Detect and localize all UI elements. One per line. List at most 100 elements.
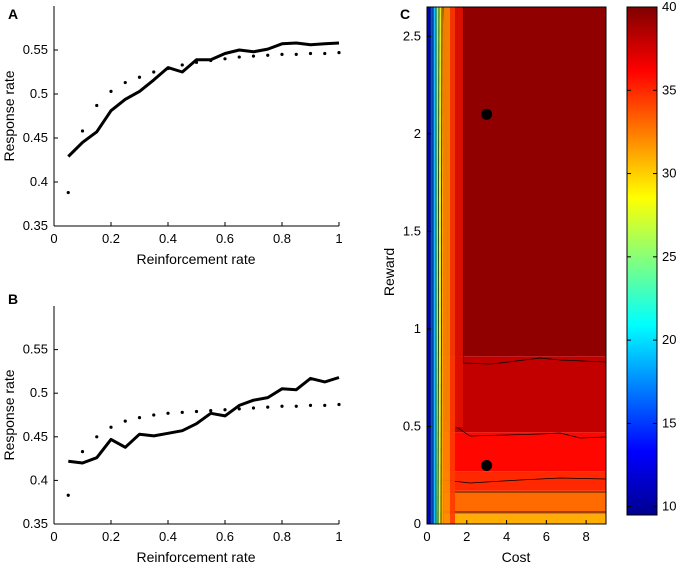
x-tick-label-b-2: 0.4 [159,529,177,544]
point-a-data-3 [109,89,113,93]
point-b-data-15 [280,404,284,408]
chart-a: 0 0.2 0.4 0.6 0.8 1 0.35 0.4 0.45 0.5 0.55 Reinfor… [1,6,343,267]
colorbar-tick-label-6: 40 [662,0,676,14]
x-tick-label-b-3: 0.6 [216,529,234,544]
plot-area-b [54,306,339,524]
point-b-data-4 [123,419,127,423]
point-b-data-13 [251,406,256,410]
point-a-data-10 [209,58,213,63]
heatmap-top-bands [444,7,463,524]
point-b-data-12 [237,407,241,411]
point-a-data-7 [166,66,170,71]
colorbar-tick-label-0: 10 [662,499,676,514]
point-a-data-17 [308,51,313,56]
colorbar-tick-label-3: 25 [662,249,676,264]
point-a-data-1 [80,129,85,133]
x-tick-label-a-0: 0 [50,231,57,246]
highlight-point-0 [481,108,493,120]
y-tick-label-a-1: 0.4 [30,174,48,189]
colorbar-tick-label-1: 15 [662,415,676,430]
top-band-1 [444,7,450,524]
point-b-data-7 [166,411,170,415]
contour-9 [437,7,440,524]
heatmap-region-2 [427,471,606,491]
colorbar-tick-label-4: 30 [662,166,676,181]
y-tick-label-a-2: 0.45 [23,130,48,145]
y-tick-label-c-2: 1 [414,321,421,336]
heatmap-region-1 [427,490,606,515]
x-tick-label-c-0: 0 [423,529,430,544]
x-axis-label-c: Cost [502,549,531,565]
y-axis-label-a: Response rate [1,70,17,161]
x-tick-label-c-4: 8 [582,529,589,544]
series-line-b-model [68,376,340,465]
point-a-data-19 [337,51,341,55]
x-tick-label-a-2: 0.4 [159,231,177,246]
colorbar-tick-label-2: 20 [662,332,676,347]
top-band-2 [450,7,455,524]
y-tick-label-c-3: 1.5 [403,223,421,238]
point-b-data-9 [194,409,199,414]
x-axis-label-a: Reinforcement rate [136,251,255,267]
colorbar-gradient [626,6,658,516]
point-b-data-19 [337,402,341,407]
plot-area-a [54,6,339,226]
x-tick-label-a-3: 0.6 [216,231,234,246]
point-a-data-5 [137,75,142,79]
colorbar-tick-label-5: 35 [662,82,676,97]
colorbar: 10 15 20 25 30 35 40 [626,0,676,516]
point-b-data-5 [137,416,142,420]
point-a-data-16 [294,52,298,57]
panel-label-c: C [400,6,410,22]
y-tick-label-b-2: 0.45 [23,429,48,444]
x-tick-label-a-4: 0.8 [273,231,291,246]
heatmap-region-0 [427,514,606,524]
y-tick-label-c-1: 0.5 [403,418,421,433]
point-b-data-14 [266,405,270,409]
point-a-data-15 [280,52,284,57]
y-tick-label-a-4: 0.55 [23,42,48,57]
point-b-data-6 [152,413,156,417]
y-tick-label-a-0: 0.35 [23,218,48,233]
x-tick-label-c-3: 6 [543,529,550,544]
y-tick-label-b-0: 0.35 [23,516,48,531]
point-b-data-0 [66,493,70,497]
y-tick-label-c-4: 2 [414,126,421,141]
x-axis-label-b: Reinforcement rate [136,549,255,565]
top-band-3 [455,7,463,427]
point-b-data-11 [223,408,227,412]
y-tick-label-c-5: 2.5 [403,28,421,43]
point-b-data-1 [80,450,85,454]
point-a-data-9 [194,60,199,64]
point-a-data-18 [323,51,327,56]
series-line-a-model [67,41,340,158]
contour-10 [440,7,443,524]
point-b-data-18 [323,403,327,408]
x-tick-label-b-1: 0.2 [102,529,120,544]
y-tick-label-b-4: 0.55 [23,342,48,357]
point-a-data-13 [251,54,256,58]
point-a-data-6 [152,70,156,74]
point-b-data-10 [209,409,213,413]
point-a-data-12 [237,55,241,59]
point-a-data-2 [95,103,99,108]
point-b-data-3 [109,425,113,429]
x-tick-label-c-2: 4 [503,529,510,544]
x-tick-label-b-5: 1 [335,529,342,544]
x-tick-label-b-0: 0 [50,529,57,544]
y-axis-label-b: Response rate [1,369,17,460]
heatmap-region-3 [427,432,606,472]
point-a-data-14 [266,53,270,57]
point-b-data-2 [95,435,99,439]
panel-label-a: A [8,6,18,22]
plot-frame-c [426,6,607,525]
y-tick-label-b-1: 0.4 [30,472,48,487]
point-b-data-16 [294,404,298,408]
point-a-data-4 [123,80,127,85]
x-tick-label-a-5: 1 [335,231,342,246]
x-tick-label-b-4: 0.8 [273,529,291,544]
point-a-data-0 [66,190,70,195]
point-a-data-8 [180,63,184,67]
y-axis-label-c: Reward [381,248,397,296]
